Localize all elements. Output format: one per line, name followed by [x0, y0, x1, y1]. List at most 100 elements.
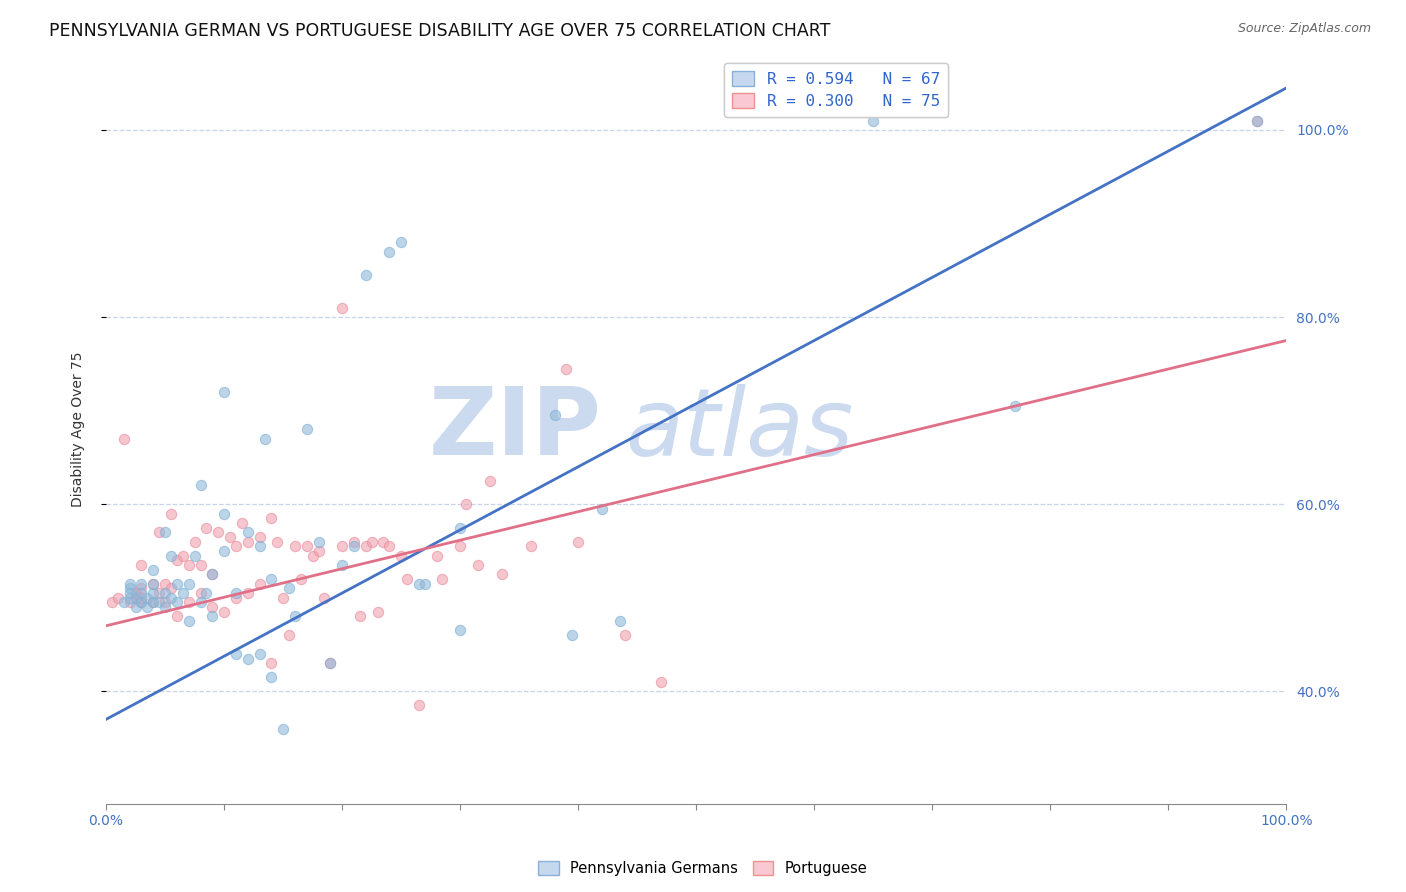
Point	[190, 558, 212, 572]
Point	[260, 670, 283, 684]
Point	[426, 549, 449, 563]
Point	[136, 600, 159, 615]
Point	[271, 722, 294, 736]
Point	[278, 628, 301, 642]
Point	[177, 614, 200, 628]
Point	[343, 539, 366, 553]
Point	[124, 586, 146, 600]
Point	[195, 586, 218, 600]
Point	[591, 501, 613, 516]
Point	[467, 558, 489, 572]
Point	[201, 600, 224, 615]
Point	[190, 478, 212, 492]
Point	[118, 582, 141, 596]
Point	[614, 628, 637, 642]
Point	[1004, 399, 1026, 413]
Point	[378, 539, 401, 553]
Point	[201, 609, 224, 624]
Point	[389, 235, 412, 250]
Point	[131, 595, 153, 609]
Point	[183, 534, 205, 549]
Point	[190, 595, 212, 609]
Point	[236, 651, 259, 665]
Point	[408, 698, 430, 713]
Point	[1246, 113, 1268, 128]
Point	[212, 605, 235, 619]
Point	[396, 572, 419, 586]
Point	[491, 567, 513, 582]
Point	[166, 609, 188, 624]
Point	[278, 582, 301, 596]
Point	[131, 558, 153, 572]
Point	[131, 591, 153, 605]
Point	[166, 553, 188, 567]
Point	[153, 586, 176, 600]
Point	[284, 609, 307, 624]
Point	[142, 595, 165, 609]
Point	[367, 605, 389, 619]
Point	[236, 534, 259, 549]
Point	[520, 539, 543, 553]
Point	[308, 544, 330, 558]
Legend: Pennsylvania Germans, Portuguese: Pennsylvania Germans, Portuguese	[534, 856, 872, 880]
Point	[160, 507, 183, 521]
Point	[225, 591, 247, 605]
Point	[177, 558, 200, 572]
Point	[330, 539, 353, 553]
Point	[360, 534, 382, 549]
Point	[314, 591, 336, 605]
Point	[478, 474, 501, 488]
Point	[136, 591, 159, 605]
Point	[118, 595, 141, 609]
Point	[153, 600, 176, 615]
Point	[148, 525, 170, 540]
Point	[219, 530, 242, 544]
Point	[389, 549, 412, 563]
Point	[449, 520, 471, 534]
Point	[330, 558, 353, 572]
Point	[207, 525, 229, 540]
Point	[212, 507, 235, 521]
Text: ZIP: ZIP	[429, 384, 602, 475]
Point	[432, 572, 454, 586]
Point	[160, 582, 183, 596]
Point	[449, 624, 471, 638]
Point	[413, 576, 436, 591]
Point	[201, 567, 224, 582]
Point	[212, 544, 235, 558]
Point	[166, 595, 188, 609]
Point	[101, 595, 124, 609]
Point	[177, 576, 200, 591]
Point	[225, 539, 247, 553]
Point	[295, 539, 318, 553]
Point	[249, 647, 271, 661]
Point	[295, 422, 318, 436]
Point	[231, 516, 253, 530]
Point	[408, 576, 430, 591]
Point	[225, 586, 247, 600]
Point	[131, 582, 153, 596]
Point	[148, 586, 170, 600]
Point	[107, 591, 129, 605]
Point	[166, 576, 188, 591]
Point	[118, 576, 141, 591]
Point	[354, 539, 377, 553]
Point	[212, 384, 235, 399]
Point	[172, 549, 194, 563]
Point	[301, 549, 323, 563]
Point	[260, 572, 283, 586]
Point	[112, 432, 135, 446]
Point	[177, 595, 200, 609]
Text: atlas: atlas	[626, 384, 853, 475]
Point	[373, 534, 395, 549]
Point	[153, 595, 176, 609]
Point	[543, 409, 565, 423]
Point	[183, 549, 205, 563]
Point	[172, 586, 194, 600]
Point	[131, 586, 153, 600]
Point	[249, 530, 271, 544]
Point	[254, 432, 277, 446]
Point	[118, 586, 141, 600]
Point	[112, 595, 135, 609]
Point	[236, 525, 259, 540]
